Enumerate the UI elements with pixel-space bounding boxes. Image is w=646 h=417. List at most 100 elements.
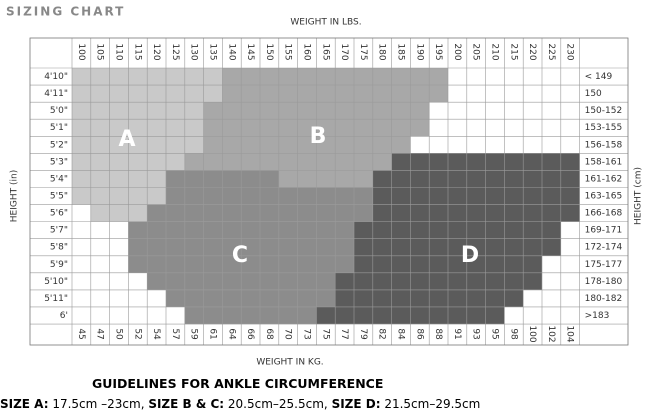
- footer-text: 17.5cm –23cm,: [48, 397, 149, 411]
- height-label: 5'1": [50, 123, 68, 133]
- kg-label: 91: [452, 328, 462, 339]
- kg-label: 73: [302, 328, 312, 339]
- lbs-label: 145: [245, 43, 255, 60]
- kg-label: 61: [208, 328, 218, 339]
- kg-label: 98: [508, 328, 518, 340]
- region-label: A: [118, 127, 135, 152]
- lbs-label: 110: [114, 43, 124, 60]
- lbs-label: 210: [490, 43, 500, 60]
- lbs-label: 130: [189, 43, 199, 60]
- lbs-label: 165: [320, 43, 330, 60]
- region-cell: [278, 170, 373, 188]
- cm-label: 150-152: [585, 106, 623, 116]
- footer-label: SIZE B & C:: [148, 397, 225, 411]
- left-axis-label: HEIGHT (in): [10, 170, 20, 222]
- lbs-label: 170: [339, 43, 349, 60]
- kg-label: 68: [264, 328, 274, 340]
- cm-label: 175-177: [585, 260, 623, 270]
- lbs-label: 100: [76, 43, 86, 60]
- footer-heading: GUIDELINES FOR ANKLE CIRCUMFERENCE: [92, 376, 384, 391]
- top-axis-label: WEIGHT IN LBS.: [290, 18, 361, 28]
- lbs-label: 175: [358, 43, 368, 60]
- kg-label: 54: [151, 328, 161, 340]
- footer: GUIDELINES FOR ANKLE CIRCUMFERENCE SIZE …: [0, 376, 646, 411]
- region-cell: [184, 153, 392, 171]
- kg-label: 66: [245, 328, 255, 340]
- kg-label: 86: [414, 328, 424, 340]
- grid-frame: [29, 37, 629, 346]
- kg-label: 52: [132, 328, 142, 339]
- cm-label: 161-162: [585, 174, 623, 184]
- lbs-label: 220: [527, 43, 537, 60]
- region-cell: [372, 204, 580, 222]
- region-label: D: [461, 243, 479, 268]
- lbs-label: 195: [433, 43, 443, 60]
- kg-label: 75: [320, 328, 330, 339]
- sizing-chart: SIZING CHART WEIGHT IN LBS. WEIGHT IN KG…: [6, 5, 644, 368]
- kg-label: 64: [226, 328, 236, 340]
- footer-label: SIZE D:: [331, 397, 381, 411]
- cm-label: < 149: [585, 72, 613, 82]
- right-axis-label: HEIGHT (cm): [634, 167, 644, 225]
- cm-label: 166-168: [585, 209, 623, 219]
- lbs-label: 105: [95, 43, 105, 60]
- footer-text: 20.5cm–25.5cm,: [224, 397, 332, 411]
- lbs-label: 135: [208, 43, 218, 60]
- cm-label: 163-165: [585, 192, 623, 202]
- height-label: 5'2": [50, 140, 68, 150]
- lbs-label: 205: [471, 43, 481, 60]
- region-cell: [72, 136, 204, 154]
- kg-label: 93: [471, 328, 481, 339]
- cm-label: 158-161: [585, 157, 623, 167]
- kg-label: 50: [114, 328, 124, 340]
- height-label: 5'7": [50, 226, 68, 236]
- kg-label: 77: [339, 328, 349, 339]
- footer-line: SIZE A: 17.5cm –23cm, SIZE B & C: 20.5cm…: [0, 397, 646, 411]
- lbs-label: 125: [170, 43, 180, 60]
- region-cell: [166, 289, 336, 307]
- kg-label: 57: [170, 328, 180, 339]
- cm-label: 180-182: [585, 294, 623, 304]
- region-cell: [335, 272, 542, 290]
- kg-label: 102: [546, 325, 556, 342]
- cm-label: 172-174: [585, 243, 623, 253]
- kg-label: 95: [490, 328, 500, 339]
- kg-label: 45: [76, 328, 86, 339]
- height-label: 4'11": [44, 89, 68, 99]
- region-cell: [184, 306, 317, 325]
- region-cell: [72, 119, 204, 137]
- footer-text: 21.5cm–29.5cm: [380, 397, 481, 411]
- height-label: 5'5": [50, 192, 68, 202]
- height-label: 5'0": [50, 106, 68, 116]
- lbs-label: 225: [546, 43, 556, 60]
- lbs-label: 200: [452, 43, 462, 60]
- lbs-label: 215: [508, 43, 518, 60]
- kg-label: 100: [527, 325, 537, 342]
- region-cell: [372, 187, 580, 205]
- kg-label: 104: [565, 325, 575, 342]
- region-cell: [90, 204, 148, 222]
- lbs-label: 180: [377, 43, 387, 60]
- kg-label: 59: [189, 328, 199, 340]
- region-cell: [72, 102, 204, 120]
- cm-label: 153-155: [585, 123, 623, 133]
- cm-label: >183: [585, 311, 610, 321]
- lbs-label: 155: [283, 43, 293, 60]
- kg-label: 79: [358, 328, 368, 340]
- region-cell: [354, 221, 561, 239]
- height-label: 5'10": [44, 277, 68, 287]
- region-cell: [72, 187, 166, 205]
- cm-label: 150: [585, 89, 602, 99]
- kg-label: 82: [377, 328, 387, 339]
- height-label: 5'4": [50, 174, 68, 184]
- height-label: 6': [60, 311, 68, 321]
- lbs-label: 150: [264, 43, 274, 60]
- region-cell: [372, 170, 580, 188]
- kg-label: 88: [433, 328, 443, 340]
- height-label: 4'10": [44, 72, 68, 82]
- region-cell: [354, 238, 561, 256]
- lbs-label: 185: [396, 43, 406, 60]
- kg-label: 84: [396, 328, 406, 340]
- cm-label: 169-171: [585, 226, 623, 236]
- region-cell: [72, 170, 166, 188]
